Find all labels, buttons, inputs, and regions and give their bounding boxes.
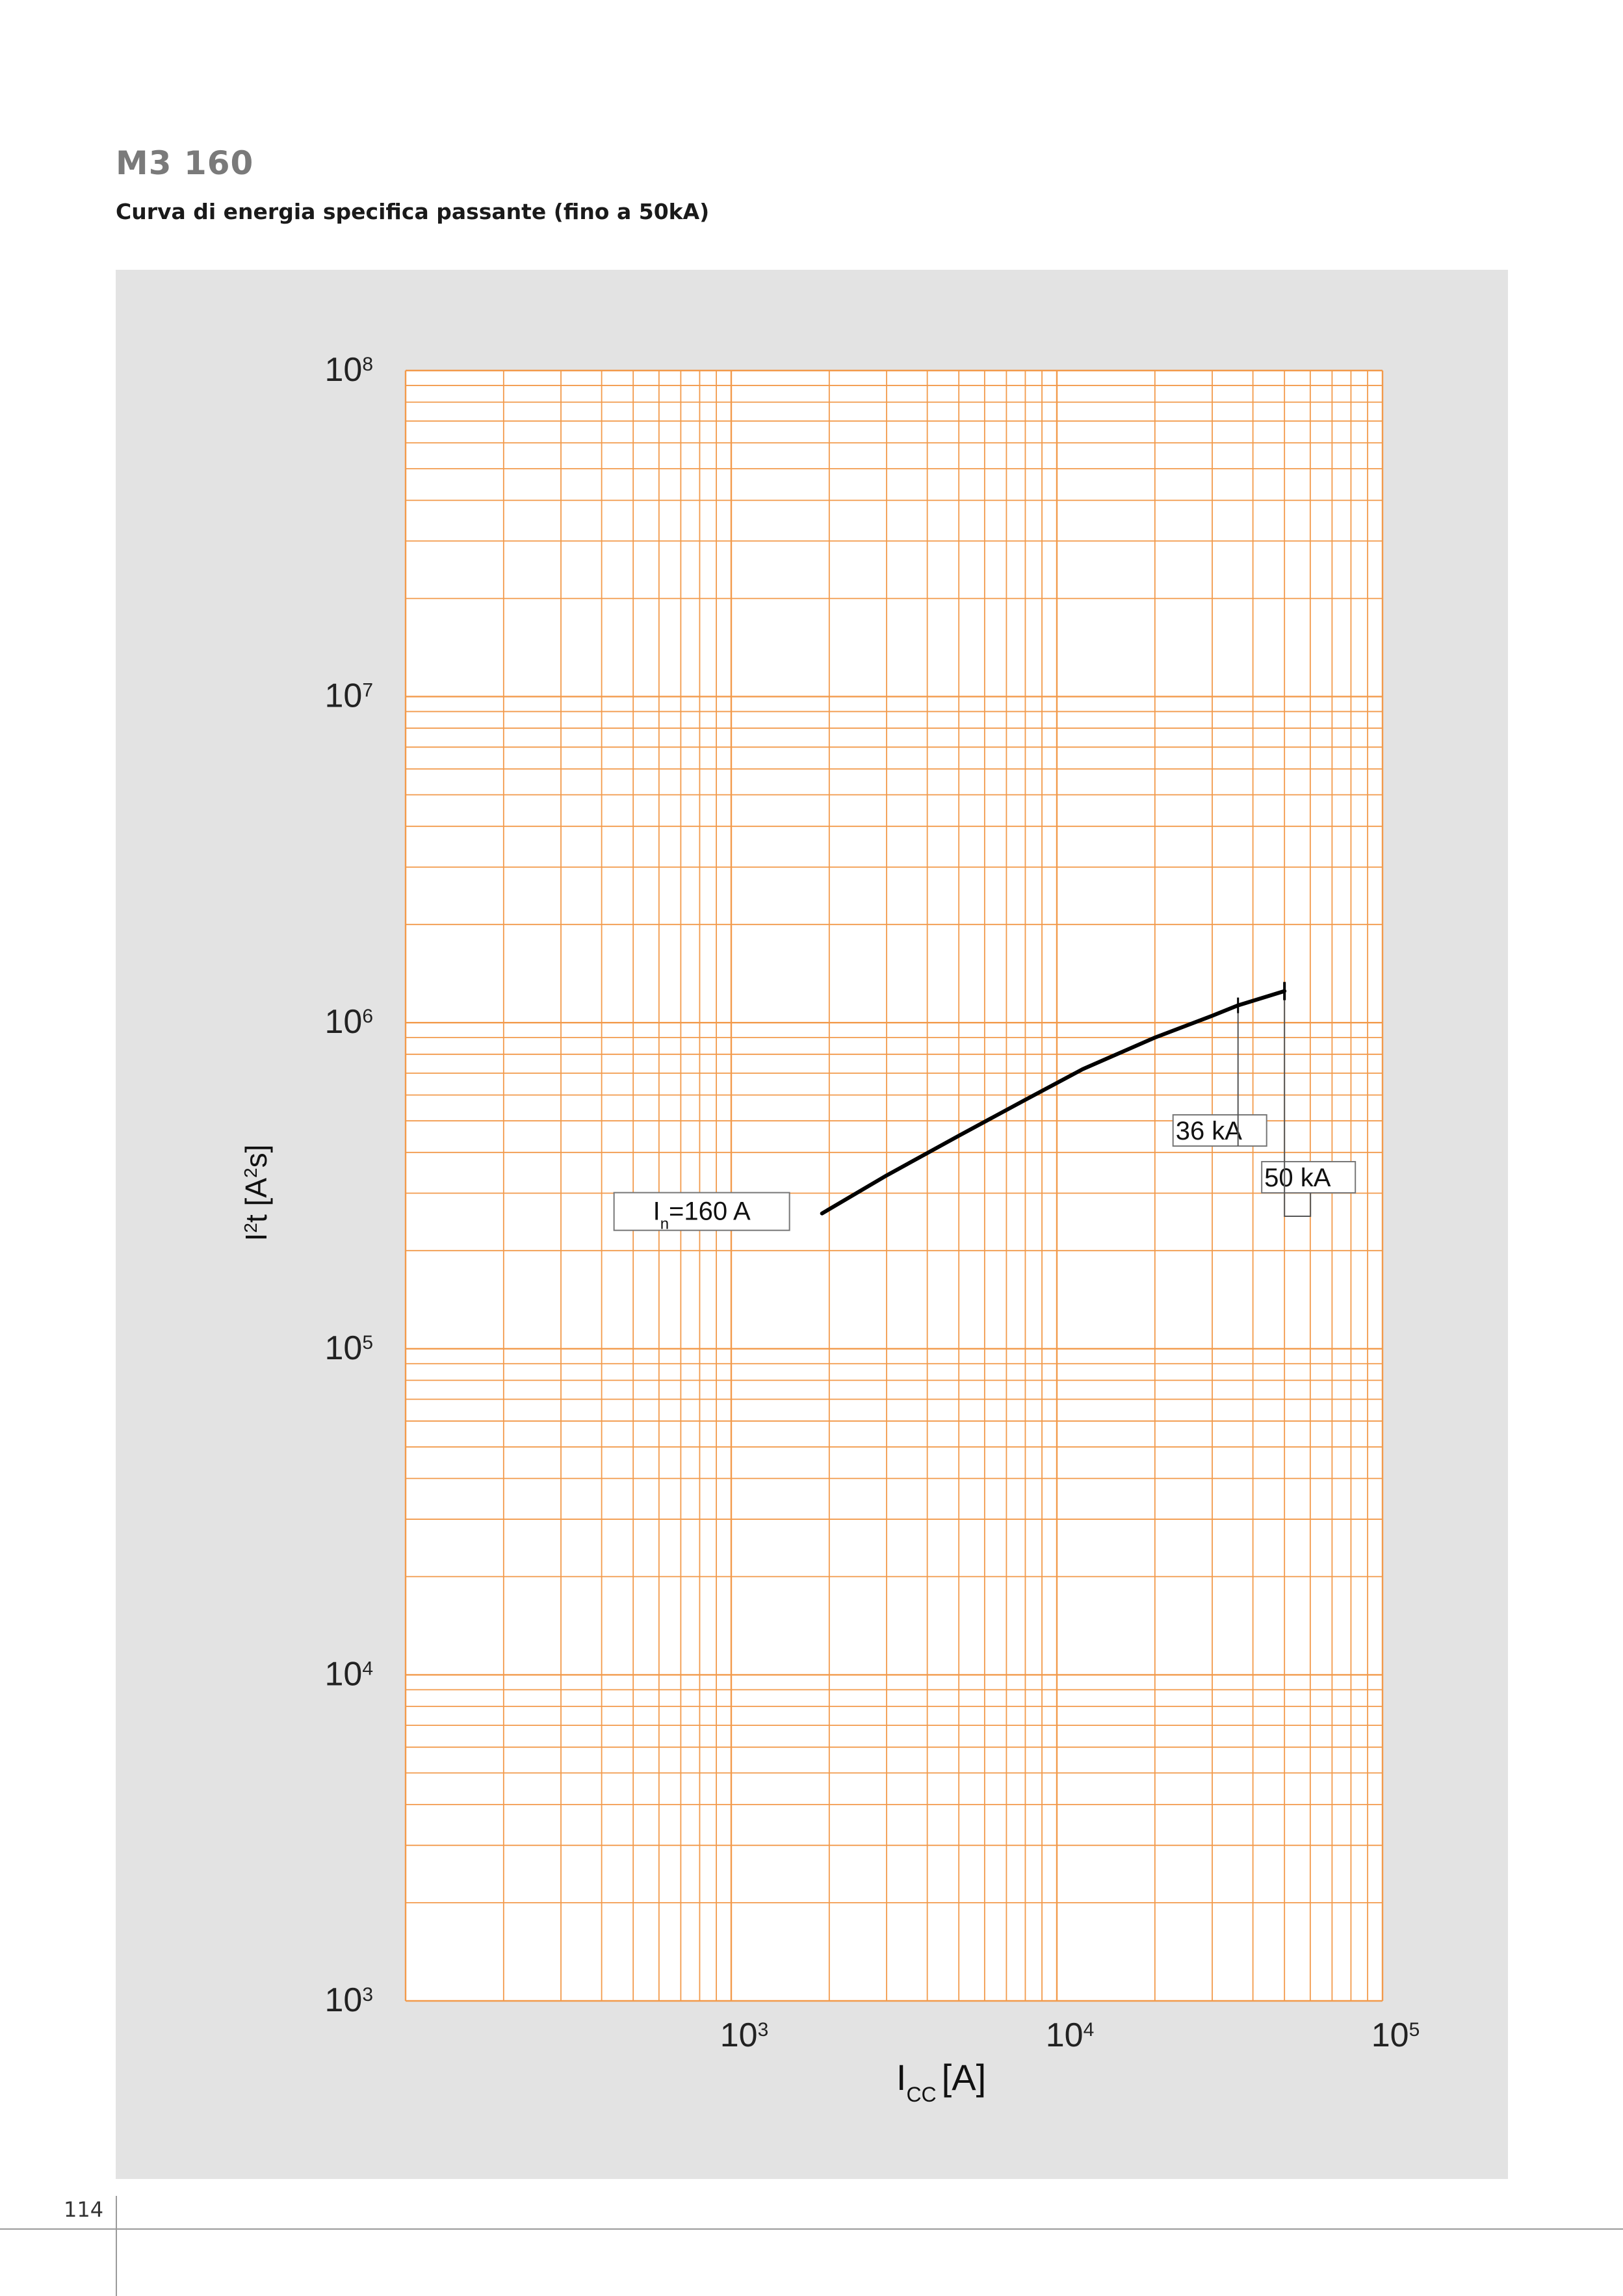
- y-tick-label: 103: [324, 1981, 373, 2019]
- y-tick-label: 105: [324, 1329, 373, 1367]
- label-36ka-box: [1172, 1114, 1267, 1147]
- chart-panel: 108 107 106 105 104 103 103 104 105 In=160 A 36 k…: [116, 270, 1508, 2179]
- leader-50ka: [1284, 982, 1312, 1217]
- label-50ka-text: 50 kA: [1264, 1164, 1331, 1192]
- label-50ka-box: [1261, 1161, 1357, 1194]
- plot-area: [406, 371, 1383, 2001]
- page-title: M3 160: [116, 144, 254, 182]
- page-subtitle: Curva di energia specifica passante (fin…: [116, 199, 710, 224]
- x-tick-label: 105: [1371, 2016, 1420, 2054]
- page-number: 114: [64, 2197, 104, 2222]
- x-tick-label: 104: [1046, 2016, 1095, 2054]
- y-tick-label: 104: [324, 1655, 373, 1693]
- footer-divider: [0, 2228, 1623, 2230]
- tick-labels: 108 107 106 105 104 103 103 104 105: [324, 351, 1420, 2054]
- curve-layer: [820, 989, 1287, 1216]
- x-axis-label: ICC [A]: [896, 2057, 986, 2106]
- i2t-chart: 108 107 106 105 104 103 103 104 105 In=160 A 36 k…: [239, 351, 1420, 2106]
- y-tick-label: 106: [324, 1003, 373, 1041]
- x-tick-label: 103: [720, 2016, 769, 2054]
- label-36ka-text: 36 kA: [1176, 1117, 1243, 1145]
- y-axis-label: I2t [A2s]: [239, 1145, 273, 1242]
- y-tick-label: 107: [324, 677, 373, 715]
- footer-margin-line: [116, 2196, 117, 2296]
- series-line: [820, 989, 1287, 1216]
- in-label-text: In=160 A: [653, 1197, 751, 1233]
- y-tick-label: 108: [324, 351, 373, 389]
- annotations: In=160 A 36 kA 50 kA: [613, 982, 1357, 1233]
- in-label-box: [613, 1192, 790, 1231]
